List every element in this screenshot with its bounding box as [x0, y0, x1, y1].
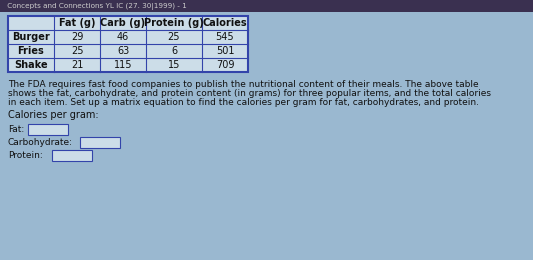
Text: 15: 15 [168, 60, 180, 70]
FancyBboxPatch shape [0, 0, 533, 12]
Text: 46: 46 [117, 32, 129, 42]
Text: 545: 545 [216, 32, 235, 42]
Text: Fries: Fries [18, 46, 44, 56]
Text: Carbohydrate:: Carbohydrate: [8, 138, 73, 147]
Text: Carb (g): Carb (g) [100, 18, 146, 28]
Text: Fat (g): Fat (g) [59, 18, 95, 28]
Text: 6: 6 [171, 46, 177, 56]
FancyBboxPatch shape [52, 150, 92, 161]
Text: 63: 63 [117, 46, 129, 56]
Text: 115: 115 [114, 60, 132, 70]
Text: 25: 25 [168, 32, 180, 42]
Text: Protein:: Protein: [8, 151, 43, 160]
Text: Calories per gram:: Calories per gram: [8, 110, 99, 120]
Text: 709: 709 [216, 60, 234, 70]
Text: Calories: Calories [203, 18, 247, 28]
FancyBboxPatch shape [8, 16, 248, 72]
Text: Protein (g): Protein (g) [144, 18, 204, 28]
Text: The FDA requires fast food companies to publish the nutritional content of their: The FDA requires fast food companies to … [8, 80, 479, 89]
Text: Burger: Burger [12, 32, 50, 42]
Text: shows the fat, carbohydrate, and protein content (in grams) for three popular it: shows the fat, carbohydrate, and protein… [8, 89, 491, 98]
Text: 29: 29 [71, 32, 83, 42]
FancyBboxPatch shape [28, 124, 68, 135]
Text: Shake: Shake [14, 60, 48, 70]
Text: Concepts and Connections YL IC (27. 30|1999) - 1: Concepts and Connections YL IC (27. 30|1… [5, 3, 187, 10]
Text: in each item. Set up a matrix equation to find the calories per gram for fat, ca: in each item. Set up a matrix equation t… [8, 98, 479, 107]
Text: Fat:: Fat: [8, 125, 24, 134]
Text: 501: 501 [216, 46, 234, 56]
Text: 21: 21 [71, 60, 83, 70]
Text: 25: 25 [71, 46, 83, 56]
FancyBboxPatch shape [80, 137, 120, 148]
